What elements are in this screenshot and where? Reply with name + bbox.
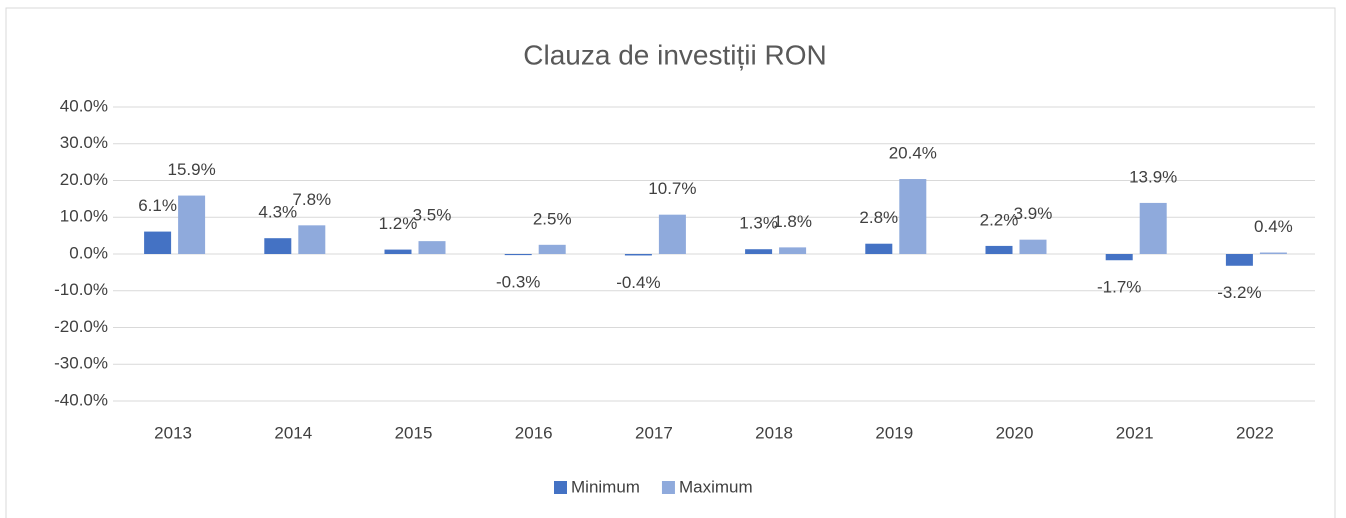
- data-label: 7.8%: [292, 190, 331, 209]
- chart-frame: [5, 7, 1336, 518]
- bar: [178, 195, 206, 254]
- data-label: 2.8%: [859, 208, 898, 227]
- x-tick-label: 2018: [755, 423, 793, 442]
- bar: [538, 244, 566, 254]
- x-tick-label: 2021: [1116, 423, 1154, 442]
- bar: [658, 214, 686, 254]
- y-tick-label: 40.0%: [60, 96, 108, 115]
- y-tick-label: 20.0%: [60, 170, 108, 189]
- x-tick-label: 2022: [1236, 423, 1274, 442]
- bar: [1139, 202, 1167, 254]
- bar: [985, 245, 1013, 254]
- y-tick-label: -30.0%: [54, 354, 108, 373]
- x-tick-label: 2016: [515, 423, 553, 442]
- bar: [298, 225, 326, 254]
- data-label: 1.3%: [739, 214, 778, 233]
- y-tick-label: 10.0%: [60, 207, 108, 226]
- y-tick-label: 0.0%: [69, 243, 108, 262]
- bar: [624, 254, 652, 256]
- bar: [384, 249, 412, 254]
- bar: [1259, 252, 1287, 254]
- data-label: 1.2%: [379, 214, 418, 233]
- x-tick-label: 2017: [635, 423, 673, 442]
- data-label: -0.3%: [496, 273, 540, 292]
- legend-label: Minimum: [571, 477, 640, 496]
- data-label: 10.7%: [648, 179, 696, 198]
- bar: [899, 179, 927, 254]
- bar: [504, 254, 532, 256]
- x-tick-label: 2020: [996, 423, 1034, 442]
- data-label: 2.2%: [980, 210, 1019, 229]
- x-tick-label: 2014: [274, 423, 312, 442]
- legend-label: Maximum: [679, 477, 753, 496]
- data-label: 1.8%: [773, 212, 812, 231]
- bar: [144, 231, 172, 254]
- data-label: -0.4%: [616, 273, 660, 292]
- bar: [1225, 254, 1253, 266]
- data-label: 3.9%: [1014, 204, 1053, 223]
- legend-swatch: [554, 481, 567, 494]
- bar: [1105, 254, 1133, 261]
- y-tick-label: -10.0%: [54, 280, 108, 299]
- data-label: 3.5%: [413, 206, 452, 225]
- data-label: -1.7%: [1097, 278, 1141, 297]
- bar: [745, 249, 773, 254]
- data-label: 4.3%: [258, 203, 297, 222]
- bar: [1019, 239, 1047, 254]
- bar: [418, 241, 446, 254]
- bar: [865, 243, 893, 254]
- data-label: 20.4%: [889, 144, 937, 163]
- bar: [779, 247, 807, 254]
- data-label: 13.9%: [1129, 167, 1177, 186]
- data-label: 15.9%: [167, 160, 215, 179]
- y-tick-label: 30.0%: [60, 133, 108, 152]
- chart-title: Clauza de investiții RON: [523, 39, 826, 70]
- data-label: 0.4%: [1254, 217, 1293, 236]
- y-tick-label: -40.0%: [54, 390, 108, 409]
- x-tick-label: 2015: [395, 423, 433, 442]
- legend-swatch: [661, 481, 675, 494]
- data-label: 6.1%: [138, 196, 177, 215]
- bar: [264, 238, 292, 254]
- x-tick-label: 2019: [875, 423, 913, 442]
- data-label: 2.5%: [533, 209, 572, 228]
- y-tick-label: -20.0%: [54, 317, 108, 336]
- x-tick-label: 2013: [154, 423, 192, 442]
- data-label: -3.2%: [1217, 283, 1261, 302]
